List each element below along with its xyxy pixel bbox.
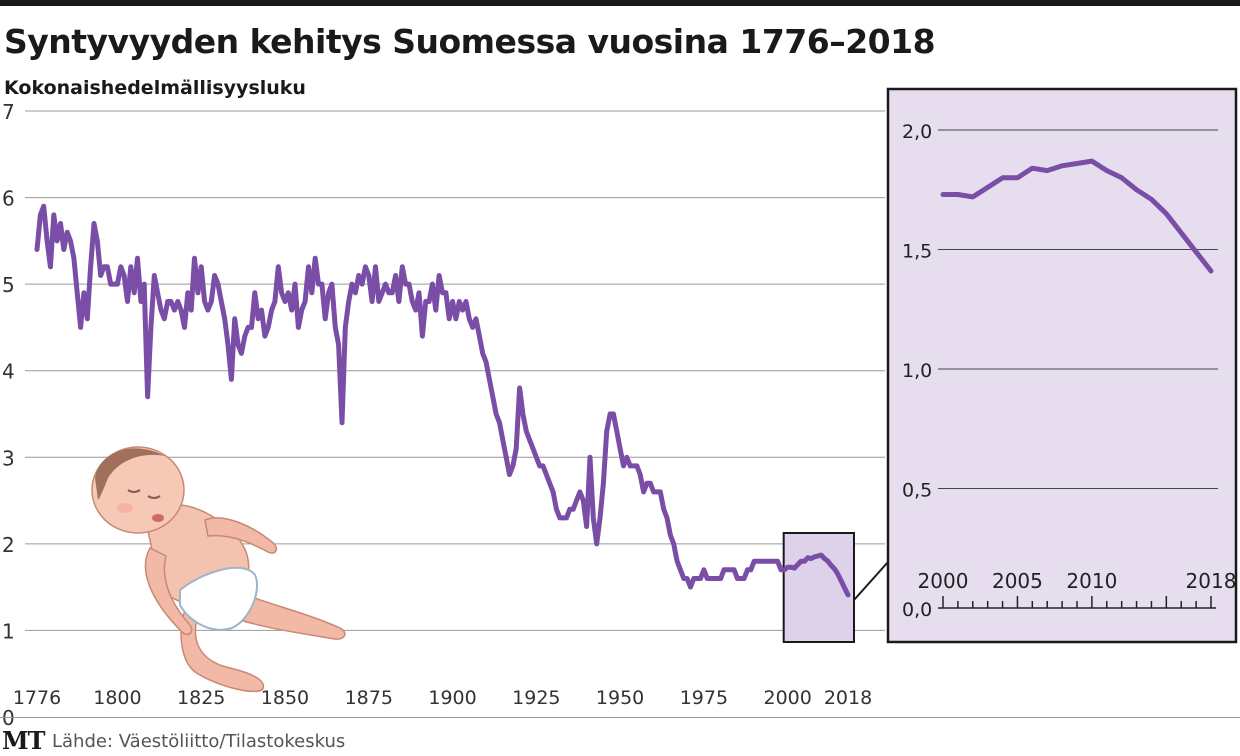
- source-note: Lähde: Väestöliitto/Tilastokeskus: [52, 731, 346, 752]
- inset-y-tick-0,0: 0,0: [902, 599, 932, 621]
- y-tick-4: 4: [2, 360, 15, 384]
- y-tick-7: 7: [2, 100, 15, 124]
- main-y-tick-labels: 0 1 2 3 4 5 6 7: [2, 100, 15, 730]
- inset-panel: [886, 87, 1238, 644]
- x-tick-1925: 1925: [512, 687, 560, 709]
- inset-x-tick-2018: 2018: [1186, 569, 1237, 593]
- inset-y-tick-1,5: 1,5: [902, 241, 932, 263]
- inset-y-tick-2,0: 2,0: [902, 121, 932, 143]
- x-tick-1975: 1975: [680, 687, 728, 709]
- chart-title: Syntyvyyden kehitys Suomessa vuosina 177…: [4, 22, 936, 61]
- main-series-line: [34, 203, 851, 598]
- x-tick-1950: 1950: [596, 687, 644, 709]
- y-axis-label: Kokonaishedelmällisyysluku: [4, 77, 306, 99]
- baby-illustration: [91, 446, 346, 692]
- y-tick-6: 6: [2, 187, 15, 211]
- inset-x-axis-ticks: [938, 596, 1216, 609]
- x-tick-1800: 1800: [93, 687, 141, 709]
- y-tick-3: 3: [2, 446, 15, 470]
- mt-logo: MT: [2, 726, 45, 755]
- x-tick-1875: 1875: [345, 687, 393, 709]
- top-rule: [0, 0, 1240, 6]
- y-tick-5: 5: [2, 273, 15, 297]
- main-x-tick-labels: 1776 1800 1825 1850 1875 1900 1925 1950 1975 2000…: [13, 687, 872, 709]
- inset-x-tick-2005: 2005: [992, 569, 1043, 593]
- x-tick-1825: 1825: [177, 687, 225, 709]
- inset-x-tick-2000: 2000: [918, 569, 969, 593]
- inset-y-tick-0,5: 0,5: [902, 480, 932, 502]
- x-tick-2018: 2018: [824, 687, 872, 709]
- inset-gridlines: [938, 129, 1218, 489]
- inset-x-tick-labels: 2000 2005 2010 2018: [918, 569, 1237, 593]
- inset-x-tick-2010: 2010: [1066, 569, 1117, 593]
- inset-y-tick-labels: 0,0 0,5 1,0 1,5 2,0: [902, 121, 932, 621]
- inset-y-tick-1,0: 1,0: [902, 360, 932, 382]
- zoom-connector-line: [853, 561, 889, 601]
- x-tick-1850: 1850: [261, 687, 309, 709]
- y-tick-1: 1: [2, 619, 15, 643]
- y-tick-2: 2: [2, 533, 15, 557]
- x-tick-1900: 1900: [428, 687, 476, 709]
- x-tick-1776: 1776: [13, 687, 61, 709]
- y-tick-0: 0: [2, 706, 15, 730]
- x-tick-2000: 2000: [763, 687, 811, 709]
- footer-rule: [0, 717, 1240, 718]
- inset-series-line: [940, 158, 1214, 274]
